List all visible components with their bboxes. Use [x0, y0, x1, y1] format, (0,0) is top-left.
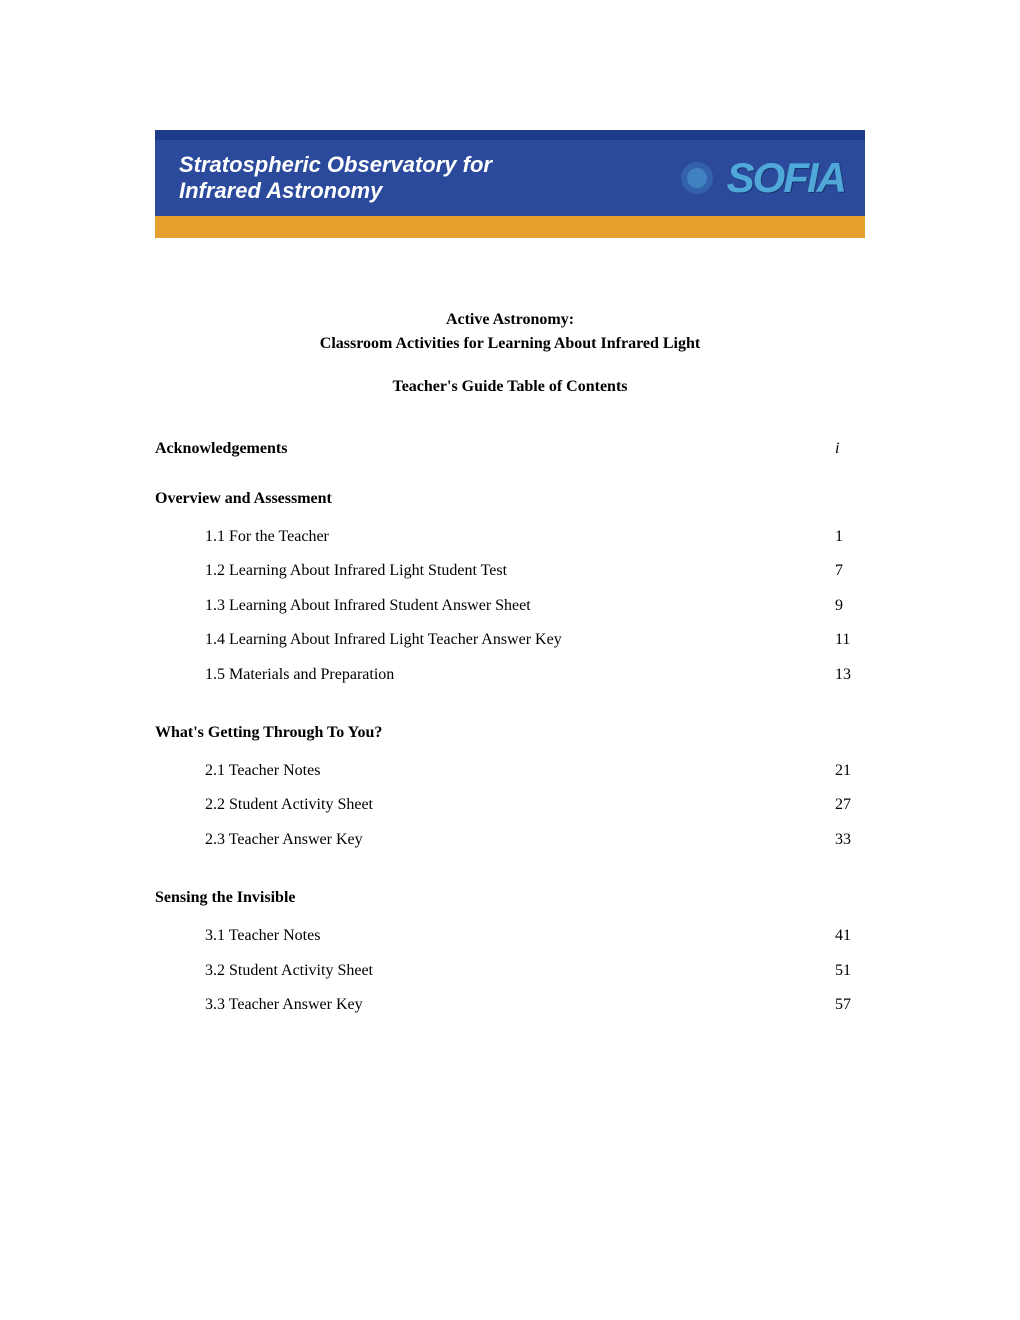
toc-item-label: 1.4 Learning About Infrared Light Teache…	[205, 623, 562, 657]
toc-item: 3.2 Student Activity Sheet 51	[155, 954, 865, 988]
logo-text: SOFIA	[727, 154, 845, 202]
document-title-block: Active Astronomy: Classroom Activities f…	[155, 308, 865, 356]
toc-section: What's Getting Through To You? 2.1 Teach…	[155, 724, 865, 857]
toc-item-label: 1.2 Learning About Infrared Light Studen…	[205, 554, 507, 588]
toc-section-header: Overview and Assessment	[155, 490, 865, 508]
toc-item-page: 1	[835, 520, 865, 554]
toc-item-label: 3.1 Teacher Notes	[205, 919, 320, 953]
toc-item-page: 41	[835, 919, 865, 953]
toc-item-page: 13	[835, 658, 865, 692]
banner-title-line2: Infrared Astronomy	[179, 178, 492, 204]
toc-item-label: 2.3 Teacher Answer Key	[205, 823, 363, 857]
toc-section-title: Sensing the Invisible	[155, 889, 295, 907]
toc-item: 1.3 Learning About Infrared Student Answ…	[155, 589, 865, 623]
toc-section-title: Acknowledgements	[155, 440, 287, 458]
toc-item: 1.2 Learning About Infrared Light Studen…	[155, 554, 865, 588]
toc-section: Overview and Assessment 1.1 For the Teac…	[155, 490, 865, 692]
toc-item-page: 7	[835, 554, 865, 588]
toc-section: Sensing the Invisible 3.1 Teacher Notes …	[155, 889, 865, 1022]
table-of-contents: Acknowledgements i Overview and Assessme…	[155, 440, 865, 1022]
toc-item: 2.1 Teacher Notes 21	[155, 754, 865, 788]
toc-item-page: 21	[835, 754, 865, 788]
toc-item-page: 27	[835, 788, 865, 822]
toc-item-label: 2.1 Teacher Notes	[205, 754, 320, 788]
toc-section-title: Overview and Assessment	[155, 490, 332, 508]
banner-logo: SOFIA	[677, 154, 845, 202]
toc-item: 3.3 Teacher Answer Key 57	[155, 988, 865, 1022]
header-banner: Stratospheric Observatory for Infrared A…	[155, 130, 865, 238]
toc-section-title: What's Getting Through To You?	[155, 724, 382, 742]
banner-title-line1: Stratospheric Observatory for	[179, 152, 492, 178]
document-title-line1: Active Astronomy:	[155, 308, 865, 332]
toc-item: 1.1 For the Teacher 1	[155, 520, 865, 554]
toc-item-page: 51	[835, 954, 865, 988]
banner-top-stripe	[155, 130, 865, 140]
toc-item: 2.2 Student Activity Sheet 27	[155, 788, 865, 822]
toc-item-label: 3.3 Teacher Answer Key	[205, 988, 363, 1022]
document-subtitle: Teacher's Guide Table of Contents	[155, 378, 865, 396]
toc-section-header: Acknowledgements i	[155, 440, 865, 458]
toc-item: 2.3 Teacher Answer Key 33	[155, 823, 865, 857]
toc-item-page: 9	[835, 589, 865, 623]
toc-item-label: 3.2 Student Activity Sheet	[205, 954, 373, 988]
toc-section: Acknowledgements i	[155, 440, 865, 458]
toc-item-label: 2.2 Student Activity Sheet	[205, 788, 373, 822]
banner-main-area: Stratospheric Observatory for Infrared A…	[155, 140, 865, 216]
toc-item: 1.5 Materials and Preparation 13	[155, 658, 865, 692]
logo-icon	[677, 158, 717, 198]
banner-orange-stripe	[155, 216, 865, 238]
toc-section-header: What's Getting Through To You?	[155, 724, 865, 742]
toc-item-page: 57	[835, 988, 865, 1022]
banner-title: Stratospheric Observatory for Infrared A…	[179, 152, 492, 205]
toc-item-page: 33	[835, 823, 865, 857]
toc-item: 3.1 Teacher Notes 41	[155, 919, 865, 953]
toc-item-label: 1.5 Materials and Preparation	[205, 658, 394, 692]
document-title-line2: Classroom Activities for Learning About …	[155, 332, 865, 356]
toc-section-header: Sensing the Invisible	[155, 889, 865, 907]
toc-item-label: 1.3 Learning About Infrared Student Answ…	[205, 589, 531, 623]
toc-section-page: i	[835, 440, 865, 458]
toc-item-label: 1.1 For the Teacher	[205, 520, 329, 554]
toc-item: 1.4 Learning About Infrared Light Teache…	[155, 623, 865, 657]
toc-item-page: 11	[835, 623, 865, 657]
